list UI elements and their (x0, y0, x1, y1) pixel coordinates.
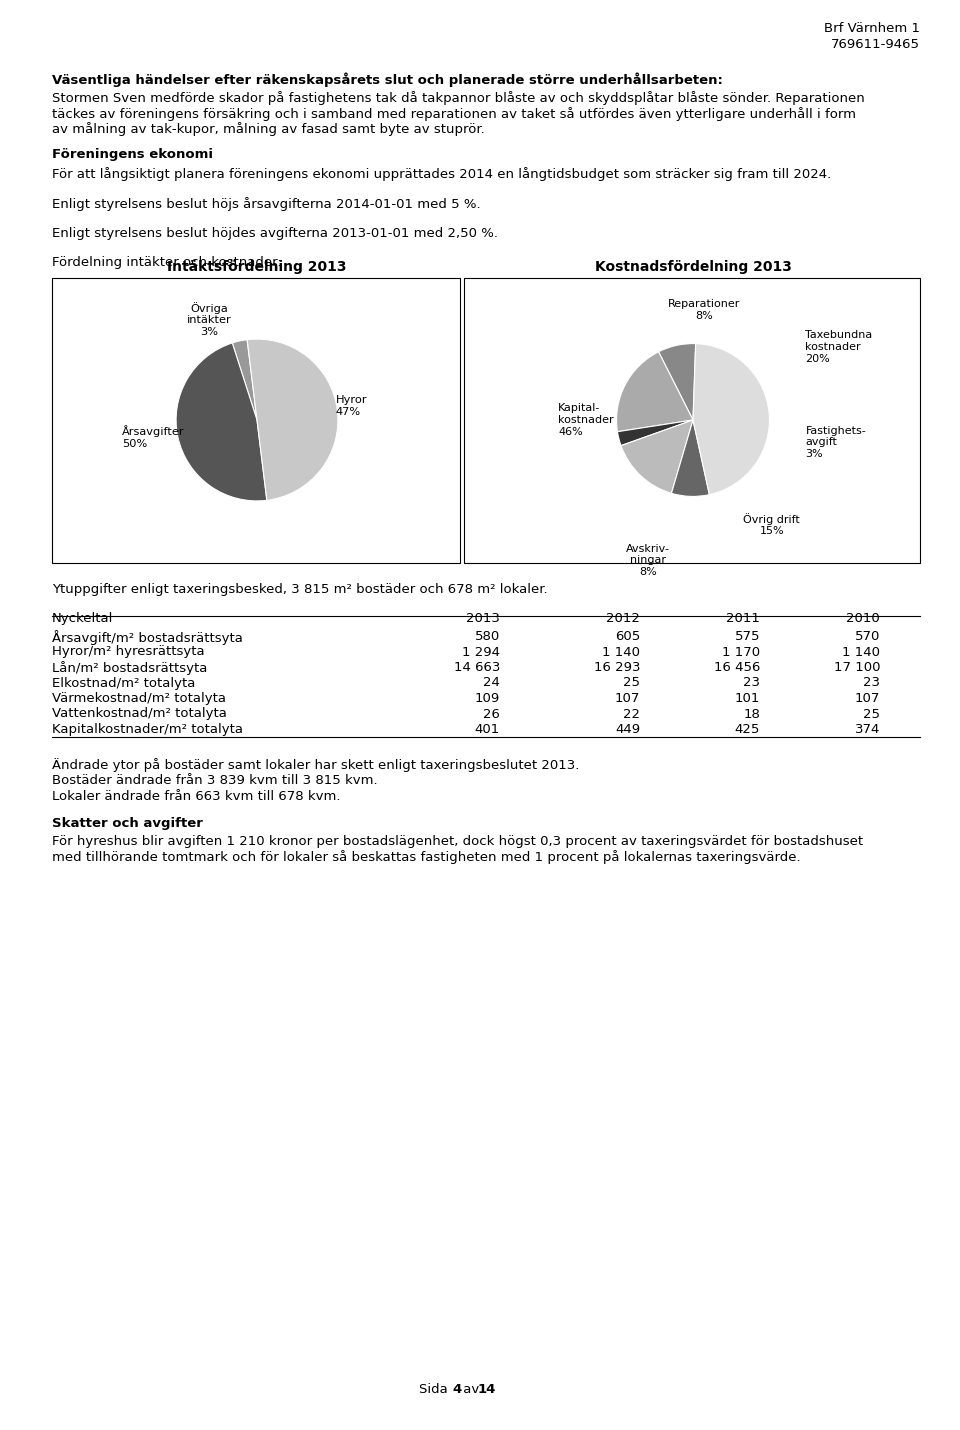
Text: Taxebundna
kostnader
20%: Taxebundna kostnader 20% (805, 330, 873, 363)
Text: 2010: 2010 (847, 612, 880, 625)
Text: 107: 107 (614, 692, 640, 705)
Text: Bostäder ändrade från 3 839 kvm till 3 815 kvm.: Bostäder ändrade från 3 839 kvm till 3 8… (52, 774, 377, 786)
Text: Ändrade ytor på bostäder samt lokaler har skett enligt taxeringsbeslutet 2013.: Ändrade ytor på bostäder samt lokaler ha… (52, 758, 580, 772)
Text: Reparationer
8%: Reparationer 8% (668, 299, 740, 320)
Wedge shape (616, 352, 693, 432)
Text: 16 293: 16 293 (593, 661, 640, 674)
Text: av: av (459, 1383, 484, 1396)
Text: 14 663: 14 663 (454, 661, 500, 674)
Text: 16 456: 16 456 (713, 661, 760, 674)
Text: Kapital-
kostnader
46%: Kapital- kostnader 46% (558, 403, 613, 436)
Text: Värmekostnad/m² totalyta: Värmekostnad/m² totalyta (52, 692, 226, 705)
Title: Kostnadsfördelning 2013: Kostnadsfördelning 2013 (594, 260, 791, 275)
Text: Vattenkostnad/m² totalyta: Vattenkostnad/m² totalyta (52, 708, 227, 721)
Text: För hyreshus blir avgiften 1 210 kronor per bostadslägenhet, dock högst 0,3 proc: För hyreshus blir avgiften 1 210 kronor … (52, 835, 863, 848)
Text: täckes av föreningens försäkring och i samband med reparationen av taket så utfö: täckes av föreningens försäkring och i s… (52, 107, 856, 122)
Text: 4: 4 (452, 1383, 461, 1396)
Text: Enligt styrelsens beslut höjs årsavgifterna 2014-01-01 med 5 %.: Enligt styrelsens beslut höjs årsavgifte… (52, 197, 481, 212)
Text: Årsavgifter
50%: Årsavgifter 50% (122, 425, 184, 449)
Text: Skatter och avgifter: Skatter och avgifter (52, 817, 203, 829)
Text: 575: 575 (734, 631, 760, 644)
Text: 17 100: 17 100 (833, 661, 880, 674)
Text: 26: 26 (483, 708, 500, 721)
Text: 605: 605 (614, 631, 640, 644)
Text: Övriga
intäkter
3%: Övriga intäkter 3% (187, 302, 231, 337)
Text: Fördelning intäkter och kostnader:: Fördelning intäkter och kostnader: (52, 256, 281, 269)
Bar (464, 277, 920, 562)
Text: 580: 580 (475, 631, 500, 644)
Text: Väsentliga händelser efter räkenskapsårets slut och planerade större underhållsa: Väsentliga händelser efter räkenskapsåre… (52, 72, 723, 87)
Text: 18: 18 (743, 708, 760, 721)
Text: 23: 23 (743, 676, 760, 689)
Text: Brf Värnhem 1: Brf Värnhem 1 (824, 21, 920, 34)
Wedge shape (176, 343, 267, 500)
Text: Lån/m² bostadsrättsyta: Lån/m² bostadsrättsyta (52, 661, 207, 675)
Text: 570: 570 (854, 631, 880, 644)
Text: Ytuppgifter enligt taxeringsbesked, 3 815 m² bostäder och 678 m² lokaler.: Ytuppgifter enligt taxeringsbesked, 3 81… (52, 582, 547, 595)
Text: 14: 14 (478, 1383, 496, 1396)
Wedge shape (617, 420, 693, 446)
Text: Stormen Sven medförde skador på fastighetens tak då takpannor blåste av och skyd: Stormen Sven medförde skador på fastighe… (52, 92, 865, 106)
Text: 374: 374 (854, 724, 880, 736)
Text: 25: 25 (623, 676, 640, 689)
Text: 101: 101 (734, 692, 760, 705)
Text: 425: 425 (734, 724, 760, 736)
Text: 107: 107 (854, 692, 880, 705)
Bar (52, 277, 460, 562)
Text: 1 140: 1 140 (842, 645, 880, 658)
Text: Enligt styrelsens beslut höjdes avgifterna 2013-01-01 med 2,50 %.: Enligt styrelsens beslut höjdes avgifter… (52, 226, 498, 239)
Text: Avskriv-
ningar
8%: Avskriv- ningar 8% (626, 543, 670, 576)
Text: Sida: Sida (419, 1383, 452, 1396)
Text: 769611-9465: 769611-9465 (831, 39, 920, 51)
Text: med tillhörande tomtmark och för lokaler så beskattas fastigheten med 1 procent : med tillhörande tomtmark och för lokaler… (52, 849, 801, 864)
Text: Fastighets-
avgift
3%: Fastighets- avgift 3% (805, 426, 866, 459)
Text: 2013: 2013 (467, 612, 500, 625)
Text: Lokaler ändrade från 663 kvm till 678 kvm.: Lokaler ändrade från 663 kvm till 678 kv… (52, 789, 341, 802)
Text: 449: 449 (614, 724, 640, 736)
Text: Årsavgift/m² bostadsrättsyta: Årsavgift/m² bostadsrättsyta (52, 631, 243, 645)
Text: 1 294: 1 294 (462, 645, 500, 658)
Wedge shape (232, 340, 257, 420)
Text: 2011: 2011 (726, 612, 760, 625)
Text: För att långsiktigt planera föreningens ekonomi upprättades 2014 en långtidsbudg: För att långsiktigt planera föreningens … (52, 167, 831, 182)
Text: 109: 109 (475, 692, 500, 705)
Text: Föreningens ekonomi: Föreningens ekonomi (52, 147, 213, 162)
Text: 23: 23 (863, 676, 880, 689)
Text: Hyror/m² hyresrättsyta: Hyror/m² hyresrättsyta (52, 645, 204, 658)
Wedge shape (659, 343, 696, 420)
Text: 401: 401 (475, 724, 500, 736)
Text: 22: 22 (623, 708, 640, 721)
Text: Övrig drift
15%: Övrig drift 15% (743, 513, 800, 536)
Text: 25: 25 (863, 708, 880, 721)
Text: Elkostnad/m² totalyta: Elkostnad/m² totalyta (52, 676, 196, 689)
Text: 1 170: 1 170 (722, 645, 760, 658)
Text: 24: 24 (483, 676, 500, 689)
Text: av målning av tak-kupor, målning av fasad samt byte av stuprör.: av målning av tak-kupor, målning av fasa… (52, 123, 485, 136)
Text: Nyckeltal: Nyckeltal (52, 612, 113, 625)
Wedge shape (621, 420, 693, 493)
Wedge shape (693, 343, 769, 495)
Text: Hyror
47%: Hyror 47% (336, 395, 368, 416)
Wedge shape (247, 339, 338, 500)
Title: Intäktsfördelning 2013: Intäktsfördelning 2013 (167, 260, 347, 275)
Text: 2012: 2012 (606, 612, 640, 625)
Wedge shape (671, 420, 709, 496)
Text: 1 140: 1 140 (602, 645, 640, 658)
Text: Kapitalkostnader/m² totalyta: Kapitalkostnader/m² totalyta (52, 724, 243, 736)
